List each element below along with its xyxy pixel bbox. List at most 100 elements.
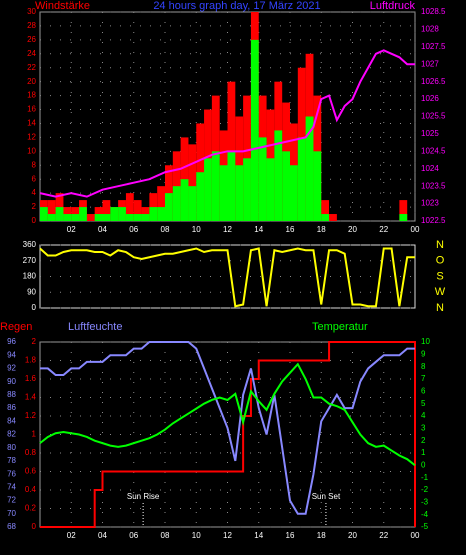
y2-tick-label: -4 xyxy=(421,510,429,519)
wind-bar xyxy=(125,214,134,221)
y3-tick-label: 92 xyxy=(7,364,16,373)
y2-tick-label: 1 xyxy=(421,448,426,457)
wind-bar xyxy=(282,151,290,221)
y2-tick-label: -5 xyxy=(421,522,429,531)
x-tick-label: 16 xyxy=(286,225,295,234)
x-tick-label: 20 xyxy=(348,531,357,540)
y3-tick-label: 96 xyxy=(7,337,16,346)
y2-tick-label: 8 xyxy=(421,362,426,371)
wind-bar xyxy=(63,214,72,221)
y2-tick-label: 1025.5 xyxy=(421,112,446,121)
wind-bar xyxy=(290,165,298,221)
wind-bar xyxy=(63,207,72,221)
y-tick-label: 0 xyxy=(32,522,37,531)
y2-tick-label: 9 xyxy=(421,349,426,358)
y2-tick-label: 1028 xyxy=(421,25,439,34)
y-tick-label: 0.2 xyxy=(25,504,37,513)
wind-bar xyxy=(329,214,337,221)
wind-bar xyxy=(71,214,80,221)
y3-tick-label: 88 xyxy=(7,390,16,399)
y-tick-label: 360 xyxy=(23,240,37,249)
x-tick-label: 16 xyxy=(286,531,295,540)
y3-tick-label: 70 xyxy=(7,509,16,518)
rain-label: Regen xyxy=(0,321,32,333)
y-tick-label: 0.6 xyxy=(25,467,37,476)
wind-bar xyxy=(47,200,56,221)
wind-bar xyxy=(40,207,48,221)
y-tick-label: 12 xyxy=(27,133,36,142)
wind-bar xyxy=(172,151,181,221)
wind-bar xyxy=(71,207,80,221)
x-tick-label: 14 xyxy=(254,225,263,234)
x-tick-label: 02 xyxy=(67,225,76,234)
y2-tick-label: -3 xyxy=(421,497,429,506)
wind-bar xyxy=(219,165,228,221)
compass-label: N xyxy=(436,302,444,314)
y-tick-label: 22 xyxy=(27,63,36,72)
y3-tick-label: 76 xyxy=(7,469,16,478)
wind-bar xyxy=(141,207,150,221)
wind-bar xyxy=(204,158,212,221)
y2-tick-label: 1026 xyxy=(421,94,439,103)
y2-tick-label: 1024.5 xyxy=(421,146,446,155)
series-line xyxy=(40,341,416,528)
wind-bar xyxy=(188,144,197,221)
wind-bar xyxy=(188,186,197,221)
y-tick-label: 14 xyxy=(27,119,36,128)
series-line xyxy=(39,247,415,308)
y3-tick-label: 78 xyxy=(7,456,16,465)
y2-tick-label: 1025 xyxy=(421,129,439,138)
wind-bar xyxy=(172,186,181,221)
wind-bar xyxy=(102,214,111,221)
y-tick-label: 18 xyxy=(27,91,36,100)
y3-tick-label: 72 xyxy=(7,496,16,505)
series-line xyxy=(40,341,415,515)
wind-bar xyxy=(133,200,142,221)
wind-label: Windstärke xyxy=(35,0,90,12)
wind-bar xyxy=(157,186,165,221)
compass-label: O xyxy=(436,255,445,267)
x-tick-label: 00 xyxy=(411,531,420,540)
y-tick-label: 1.4 xyxy=(25,393,37,402)
y-tick-label: 0 xyxy=(32,216,37,225)
pressure-label: Luftdruck xyxy=(370,0,416,12)
y-tick-label: 1.8 xyxy=(25,356,37,365)
y-tick-label: 30 xyxy=(27,7,36,16)
y2-tick-label: 2 xyxy=(421,436,426,445)
wind-bar xyxy=(94,207,103,221)
y3-tick-label: 82 xyxy=(7,430,16,439)
y2-tick-label: 1023.5 xyxy=(421,181,446,190)
wind-bar xyxy=(399,200,408,221)
y-tick-label: 180 xyxy=(23,272,37,281)
x-tick-label: 22 xyxy=(379,531,388,540)
wind-bar xyxy=(196,172,205,221)
wind-bar xyxy=(133,214,142,221)
y-tick-label: 28 xyxy=(27,21,36,30)
wind-bar xyxy=(110,207,119,221)
wind-bar xyxy=(297,137,306,221)
compass-label: S xyxy=(436,270,443,282)
wind-bar xyxy=(141,214,150,221)
y-tick-label: 16 xyxy=(27,105,36,114)
series-line xyxy=(39,49,415,198)
y2-tick-label: -2 xyxy=(421,485,429,494)
y2-tick-label: 10 xyxy=(421,337,430,346)
x-tick-label: 04 xyxy=(98,531,107,540)
series-line xyxy=(39,362,416,467)
y3-tick-label: 84 xyxy=(7,416,16,425)
wind-bar xyxy=(149,207,158,221)
wind-bar xyxy=(180,179,189,221)
wind-bar xyxy=(243,158,251,221)
y-tick-label: 24 xyxy=(27,49,36,58)
x-tick-label: 10 xyxy=(192,531,201,540)
y2-tick-label: 3 xyxy=(421,423,426,432)
y2-tick-label: 0 xyxy=(421,460,426,469)
annotation: Sun Rise xyxy=(127,492,160,501)
x-tick-label: 12 xyxy=(223,225,232,234)
x-tick-label: 08 xyxy=(161,531,170,540)
x-tick-label: 12 xyxy=(223,531,232,540)
y-tick-label: 4 xyxy=(32,188,37,197)
y2-tick-label: 4 xyxy=(421,411,426,420)
y3-tick-label: 68 xyxy=(7,522,16,531)
y-tick-label: 0.4 xyxy=(25,485,37,494)
